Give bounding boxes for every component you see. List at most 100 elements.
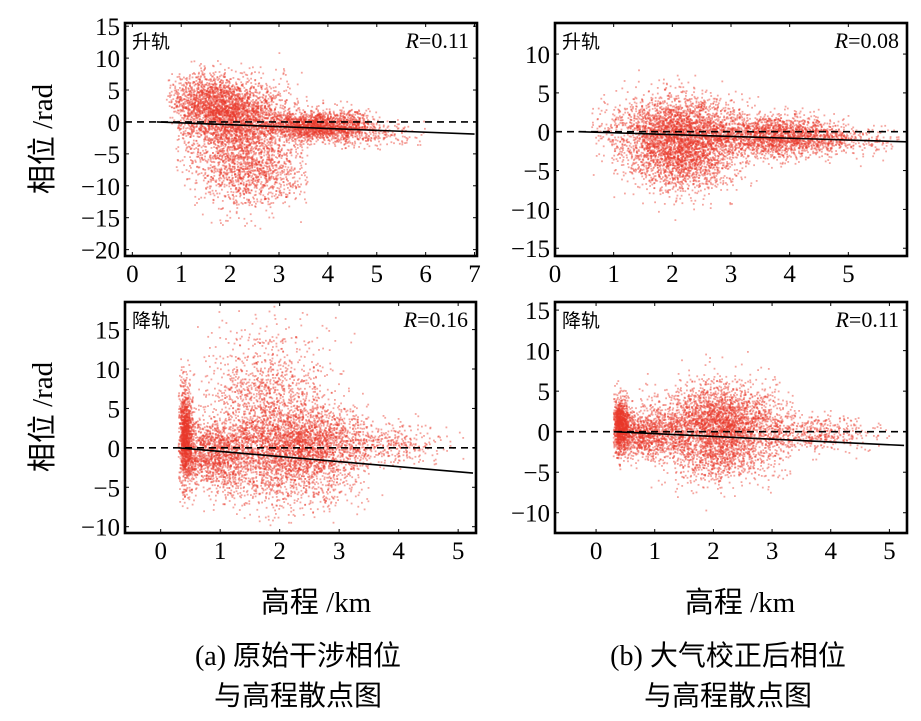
data-point bbox=[230, 97, 233, 100]
data-point bbox=[278, 182, 281, 185]
data-point bbox=[178, 124, 181, 127]
data-point bbox=[225, 91, 227, 93]
data-point bbox=[260, 169, 263, 172]
data-point bbox=[253, 186, 256, 189]
data-point bbox=[267, 150, 270, 153]
data-point bbox=[256, 128, 259, 130]
data-point bbox=[222, 86, 225, 89]
data-point bbox=[236, 85, 239, 88]
data-point bbox=[247, 153, 250, 156]
data-point bbox=[225, 81, 227, 84]
data-point bbox=[197, 110, 199, 113]
data-point bbox=[212, 90, 215, 92]
data-point bbox=[291, 113, 293, 116]
data-point bbox=[201, 93, 204, 96]
data-point bbox=[179, 120, 182, 123]
data-point bbox=[206, 114, 209, 117]
data-point bbox=[198, 166, 201, 169]
data-point bbox=[232, 201, 235, 204]
data-point bbox=[249, 149, 252, 152]
data-point bbox=[245, 188, 248, 191]
data-point bbox=[250, 122, 252, 124]
data-point bbox=[298, 119, 301, 121]
data-point bbox=[195, 182, 198, 184]
data-point bbox=[248, 101, 251, 104]
data-point bbox=[258, 160, 261, 163]
data-point bbox=[223, 100, 226, 103]
data-point bbox=[216, 148, 219, 151]
data-point bbox=[257, 148, 260, 150]
data-point bbox=[246, 147, 248, 150]
data-point bbox=[275, 169, 278, 171]
data-point bbox=[214, 131, 216, 134]
data-point bbox=[215, 96, 218, 99]
data-point bbox=[244, 130, 246, 133]
data-point bbox=[277, 149, 280, 152]
data-point bbox=[199, 100, 202, 102]
data-point bbox=[222, 118, 225, 120]
data-point bbox=[277, 161, 280, 164]
data-point bbox=[240, 132, 243, 135]
data-point bbox=[179, 96, 182, 98]
data-point bbox=[210, 100, 213, 103]
data-point bbox=[268, 104, 271, 106]
data-point bbox=[181, 106, 184, 109]
data-point bbox=[271, 162, 273, 165]
data-point bbox=[179, 99, 181, 101]
data-point bbox=[234, 176, 237, 178]
data-point bbox=[240, 105, 243, 107]
data-point bbox=[199, 111, 201, 113]
data-point bbox=[219, 158, 222, 161]
data-point bbox=[221, 89, 224, 92]
data-point bbox=[256, 91, 259, 94]
data-point bbox=[234, 173, 237, 176]
data-point bbox=[289, 121, 292, 123]
data-point bbox=[236, 114, 239, 116]
data-point bbox=[228, 106, 231, 109]
data-point bbox=[198, 129, 201, 132]
data-point bbox=[275, 190, 278, 192]
data-point bbox=[238, 104, 241, 106]
data-point bbox=[285, 129, 288, 131]
data-point bbox=[264, 184, 266, 187]
data-point bbox=[203, 132, 206, 135]
data-point bbox=[283, 188, 286, 191]
data-point bbox=[276, 196, 279, 199]
data-point bbox=[246, 115, 249, 118]
data-point bbox=[249, 105, 252, 108]
data-point bbox=[243, 146, 246, 149]
data-point bbox=[247, 101, 249, 104]
data-point bbox=[224, 132, 226, 134]
data-point bbox=[232, 121, 235, 124]
data-point bbox=[249, 94, 252, 96]
data-point bbox=[223, 108, 226, 110]
data-point bbox=[194, 114, 197, 117]
data-point bbox=[230, 140, 233, 143]
data-point bbox=[256, 105, 259, 108]
data-point bbox=[201, 101, 204, 104]
data-point bbox=[234, 147, 236, 149]
data-point bbox=[225, 135, 228, 138]
data-point bbox=[206, 104, 208, 107]
data-point bbox=[270, 109, 273, 112]
data-point bbox=[216, 76, 219, 79]
data-point bbox=[226, 106, 228, 108]
data-point bbox=[235, 140, 238, 143]
data-point bbox=[225, 152, 227, 155]
data-point bbox=[255, 107, 258, 110]
data-point bbox=[264, 198, 266, 200]
data-point bbox=[179, 103, 181, 106]
data-point bbox=[212, 198, 215, 201]
data-point bbox=[212, 155, 215, 158]
data-point bbox=[234, 127, 237, 130]
data-point bbox=[251, 137, 254, 139]
data-point bbox=[231, 103, 234, 106]
data-point bbox=[252, 169, 255, 172]
data-point bbox=[234, 117, 237, 120]
data-point bbox=[260, 164, 263, 167]
data-point bbox=[195, 104, 197, 107]
data-point bbox=[220, 136, 223, 139]
data-point bbox=[203, 121, 206, 123]
data-point bbox=[194, 161, 197, 163]
data-point bbox=[231, 162, 234, 164]
